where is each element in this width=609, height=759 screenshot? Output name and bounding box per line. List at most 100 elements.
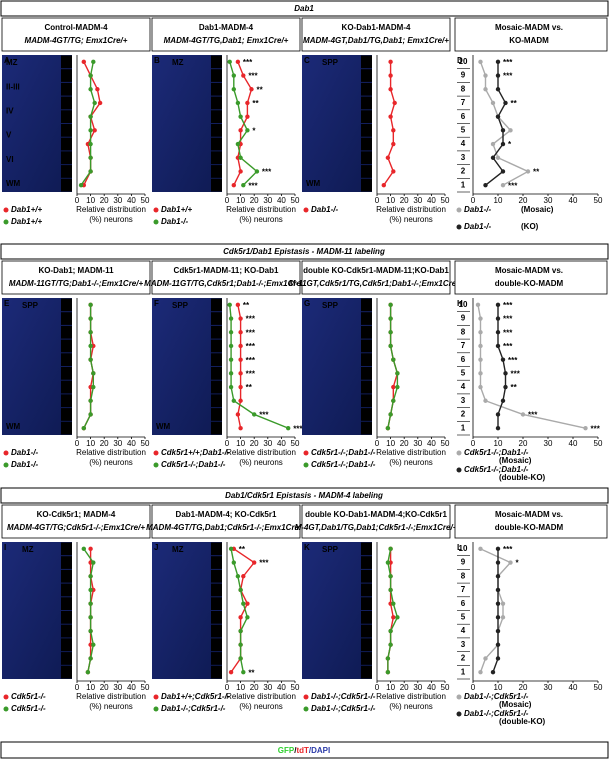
data-point — [391, 615, 396, 620]
bin-label: 6 — [364, 112, 369, 121]
x-tick-label: 0 — [375, 196, 380, 205]
data-point — [483, 87, 488, 92]
legend-label: Dab1-/-;Cdk5r1-/- — [464, 709, 529, 718]
layer-label: II-III — [6, 82, 20, 91]
data-point — [92, 100, 97, 106]
data-point — [228, 371, 234, 376]
bin-label: 3 — [364, 396, 369, 405]
bin-label: 6 — [461, 112, 466, 121]
bin-box — [211, 556, 222, 569]
x-tick-label: 10 — [386, 439, 395, 448]
panel-header-genotype: MADM-4GT/TG,Dab1; Emx1Cre/+ — [164, 36, 289, 45]
panel-header-box — [151, 260, 301, 295]
x-tick-label: 10 — [494, 196, 503, 205]
bin-label: 9 — [461, 71, 466, 80]
bin-label: 7 — [364, 98, 369, 107]
data-point — [238, 628, 243, 634]
data-point — [478, 384, 483, 390]
data-point — [88, 343, 93, 349]
bin-label: 8 — [64, 84, 69, 93]
legend-marker — [456, 450, 462, 456]
bin-label: 4 — [214, 382, 219, 391]
bin-box — [61, 298, 72, 312]
series-line — [479, 548, 512, 673]
bin-label: 5 — [64, 125, 69, 134]
bin-label: 9 — [364, 71, 369, 80]
data-point — [245, 615, 250, 620]
legend-note: (Mosaic) — [499, 456, 532, 465]
data-point — [483, 182, 488, 188]
series-line — [479, 61, 530, 186]
data-point — [495, 601, 501, 606]
legend-marker — [303, 706, 309, 712]
panel-header: KO-Dab1-MADM-4 — [342, 23, 411, 32]
data-point — [391, 128, 396, 133]
data-point — [391, 384, 396, 390]
data-point — [228, 330, 234, 335]
x-tick-label: 10 — [494, 683, 503, 692]
x-tick-label: 30 — [113, 439, 122, 448]
data-point — [286, 425, 291, 431]
data-point — [231, 87, 236, 92]
significance: *** — [503, 301, 513, 310]
legend-label: Cdk5r1-/- — [11, 704, 46, 713]
data-point — [241, 669, 246, 675]
data-point — [500, 182, 506, 188]
bin-box — [211, 178, 222, 192]
bin-label: 10 — [212, 544, 221, 553]
bin-label: 8 — [214, 327, 219, 336]
x-tick-label: 30 — [544, 439, 553, 448]
bin-box — [361, 339, 372, 353]
data-point — [92, 128, 97, 133]
series-line — [80, 61, 96, 186]
data-point — [388, 59, 393, 65]
bin-label: 9 — [364, 558, 369, 567]
data-point — [238, 330, 243, 335]
x-tick-label: 40 — [127, 683, 136, 692]
panel-letter: E — [4, 299, 10, 308]
bin-label: 1 — [461, 423, 466, 432]
significance: *** — [503, 72, 513, 81]
bin-box — [361, 353, 372, 366]
bin-box — [211, 137, 222, 151]
bin-box — [211, 339, 222, 353]
micrograph — [2, 542, 72, 679]
data-point — [231, 398, 236, 403]
bin-box — [61, 652, 72, 665]
bin-box — [361, 96, 372, 110]
bin-label: 10 — [62, 544, 71, 553]
data-point — [508, 128, 513, 133]
x-tick-label: 10 — [86, 683, 95, 692]
data-point — [88, 398, 93, 403]
x-tick-label: 50 — [594, 196, 603, 205]
significance: *** — [246, 328, 256, 337]
x-axis-label: Relative distribution — [376, 692, 446, 701]
panel-header: Mosaic-MADM vs. — [495, 23, 563, 32]
bin-label: 5 — [461, 368, 466, 377]
panel-header-genotype: M-11GT,Cdk5r1/TG,Cdk5r1;Dab1-/-;Emx1Cre/… — [289, 279, 464, 288]
significance: * — [508, 140, 512, 149]
x-tick-label: 30 — [544, 196, 553, 205]
bin-box — [211, 55, 222, 69]
legend-marker — [153, 694, 159, 700]
panel-header-box — [1, 260, 151, 295]
data-point — [81, 59, 87, 65]
panel-header: Dab1-MADM-4 — [199, 23, 254, 32]
bin-label: 7 — [64, 98, 69, 107]
bin-label: 8 — [364, 327, 369, 336]
bin-box — [211, 597, 222, 610]
bin-label: 3 — [364, 153, 369, 162]
bin-box — [211, 110, 222, 123]
data-point — [478, 546, 483, 552]
bin-label: 1 — [214, 423, 219, 432]
bin-label: 8 — [214, 571, 219, 580]
bin-box — [361, 421, 372, 435]
micrograph — [152, 542, 222, 679]
data-point — [238, 425, 243, 431]
bin-box — [361, 151, 372, 165]
significance: ** — [252, 99, 259, 108]
x-axis-label: (%) neurons — [239, 702, 283, 711]
data-point — [88, 302, 93, 308]
data-point — [490, 669, 496, 675]
x-tick-label: 50 — [594, 439, 603, 448]
